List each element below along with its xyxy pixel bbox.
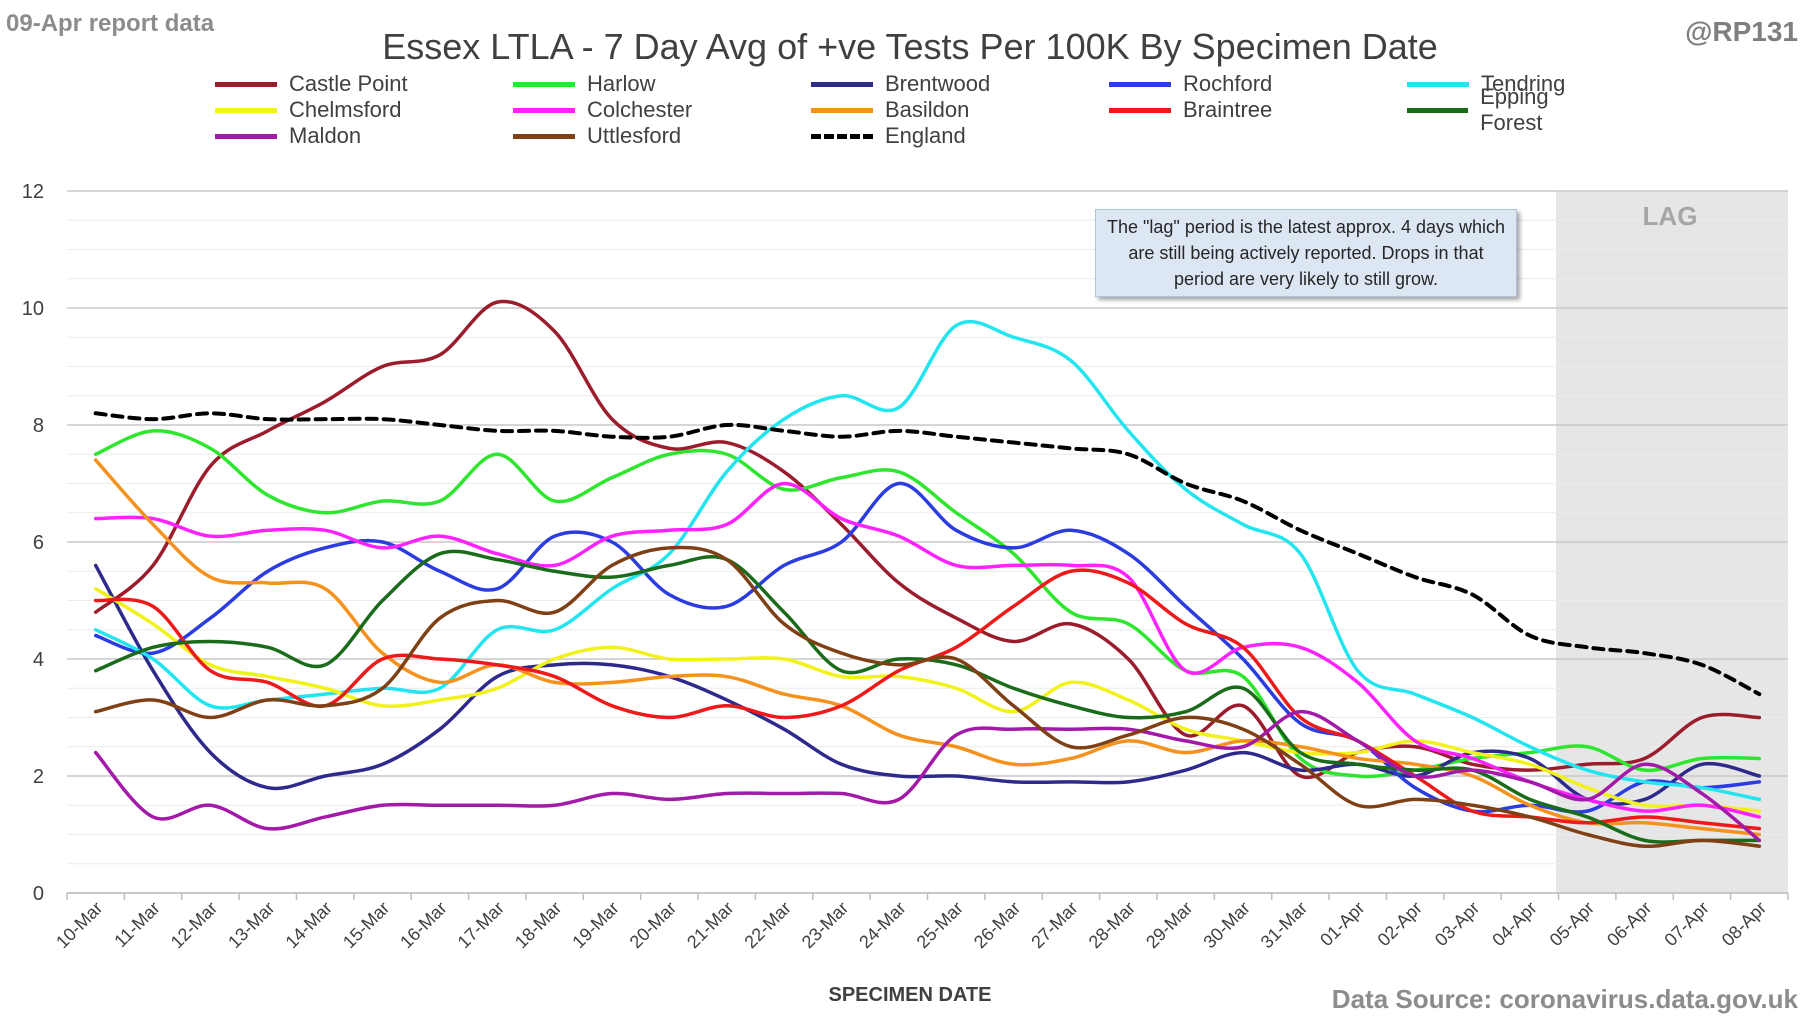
x-tick-label: 17-Mar — [454, 898, 508, 952]
x-tick-label: 04-Apr — [1488, 898, 1540, 950]
x-tick-label: 06-Apr — [1603, 898, 1655, 950]
x-tick-label: 24-Mar — [855, 898, 909, 952]
series-line-uttlesford — [96, 547, 1760, 846]
x-tick-label: 01-Apr — [1316, 898, 1368, 950]
series-line-tendring — [96, 322, 1760, 800]
x-tick-label: 29-Mar — [1142, 898, 1196, 952]
x-tick-label: 20-Mar — [626, 898, 680, 952]
x-tick-label: 22-Mar — [740, 898, 794, 952]
x-tick-label: 31-Mar — [1257, 898, 1311, 952]
x-tick-label: 15-Mar — [339, 898, 393, 952]
x-tick-label: 10-Mar — [52, 898, 106, 952]
y-tick-label: 8 — [33, 415, 44, 437]
x-tick-label: 07-Apr — [1660, 898, 1712, 950]
x-tick-label: 23-Mar — [798, 898, 852, 952]
x-tick-label: 03-Apr — [1431, 898, 1483, 950]
x-tick-label: 28-Mar — [1085, 898, 1139, 952]
x-tick-label: 30-Mar — [1199, 898, 1253, 952]
line-chart: 02468101210-Mar 11-Mar 12-Mar 13-Mar 14-Mar 1… — [0, 0, 1820, 1022]
y-tick-label: 0 — [33, 883, 44, 905]
y-tick-label: 6 — [33, 532, 44, 554]
x-tick-label: 26-Mar — [970, 898, 1024, 952]
data-source-note: Data Source: coronavirus.data.gov.uk — [1332, 984, 1798, 1015]
x-tick-label: 02-Apr — [1374, 898, 1426, 950]
lag-label: LAG — [1643, 201, 1698, 231]
lag-note: The "lag" period is the latest approx. 4… — [1095, 209, 1517, 297]
y-tick-label: 12 — [22, 181, 44, 203]
x-tick-label: 08-Apr — [1718, 898, 1770, 950]
x-tick-label: 14-Mar — [282, 898, 336, 952]
y-tick-label: 2 — [33, 766, 44, 788]
x-tick-label: 18-Mar — [511, 898, 565, 952]
x-tick-label: 13-Mar — [224, 898, 278, 952]
x-tick-label: 11-Mar — [110, 898, 164, 952]
y-tick-label: 4 — [33, 649, 44, 671]
x-tick-label: 05-Apr — [1546, 898, 1598, 950]
x-tick-label: 12-Mar — [167, 898, 221, 952]
y-tick-label: 10 — [22, 298, 44, 320]
x-tick-label: 21-Mar — [683, 898, 737, 952]
x-tick-label: 16-Mar — [396, 898, 450, 952]
series-line-castle-point — [96, 301, 1760, 777]
x-tick-label: 19-Mar — [568, 898, 622, 952]
x-tick-label: 25-Mar — [913, 898, 967, 952]
x-tick-label: 27-Mar — [1027, 898, 1081, 952]
